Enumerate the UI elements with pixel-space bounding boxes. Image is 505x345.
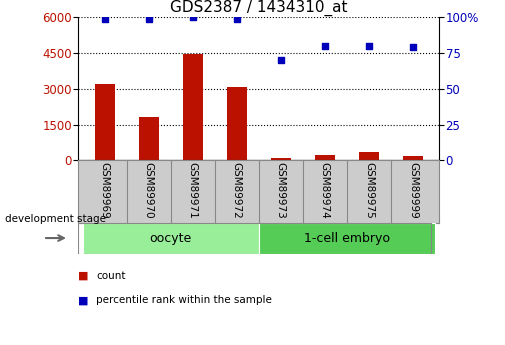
Text: percentile rank within the sample: percentile rank within the sample [96,295,272,305]
Text: oocyte: oocyte [149,231,192,245]
Point [409,45,417,50]
Text: GSM89973: GSM89973 [276,162,286,219]
Text: ■: ■ [78,271,89,281]
Text: GSM89975: GSM89975 [364,162,374,219]
Title: GDS2387 / 1434310_at: GDS2387 / 1434310_at [170,0,347,16]
Text: count: count [96,271,125,281]
Point [365,43,373,49]
Bar [259,223,435,254]
Text: ■: ■ [78,295,89,305]
Text: GSM89969: GSM89969 [99,162,110,219]
Text: 1-cell embryo: 1-cell embryo [304,231,390,245]
Point [277,57,285,63]
Bar [227,87,247,160]
Bar [315,155,335,160]
Point [233,16,241,21]
Bar [139,117,159,160]
Bar [83,223,259,254]
Bar [403,156,423,160]
Bar [183,53,203,160]
Text: GSM89970: GSM89970 [144,162,154,219]
Text: GSM89972: GSM89972 [232,162,242,219]
Bar [271,158,291,160]
Point [189,14,197,20]
Text: GSM89971: GSM89971 [188,162,198,219]
Text: GSM89974: GSM89974 [320,162,330,219]
Bar [359,152,379,160]
Bar [95,83,115,160]
Point [145,16,153,21]
Point [100,16,109,21]
Text: development stage: development stage [5,214,106,224]
Text: GSM89999: GSM89999 [408,162,418,219]
Point [321,43,329,49]
